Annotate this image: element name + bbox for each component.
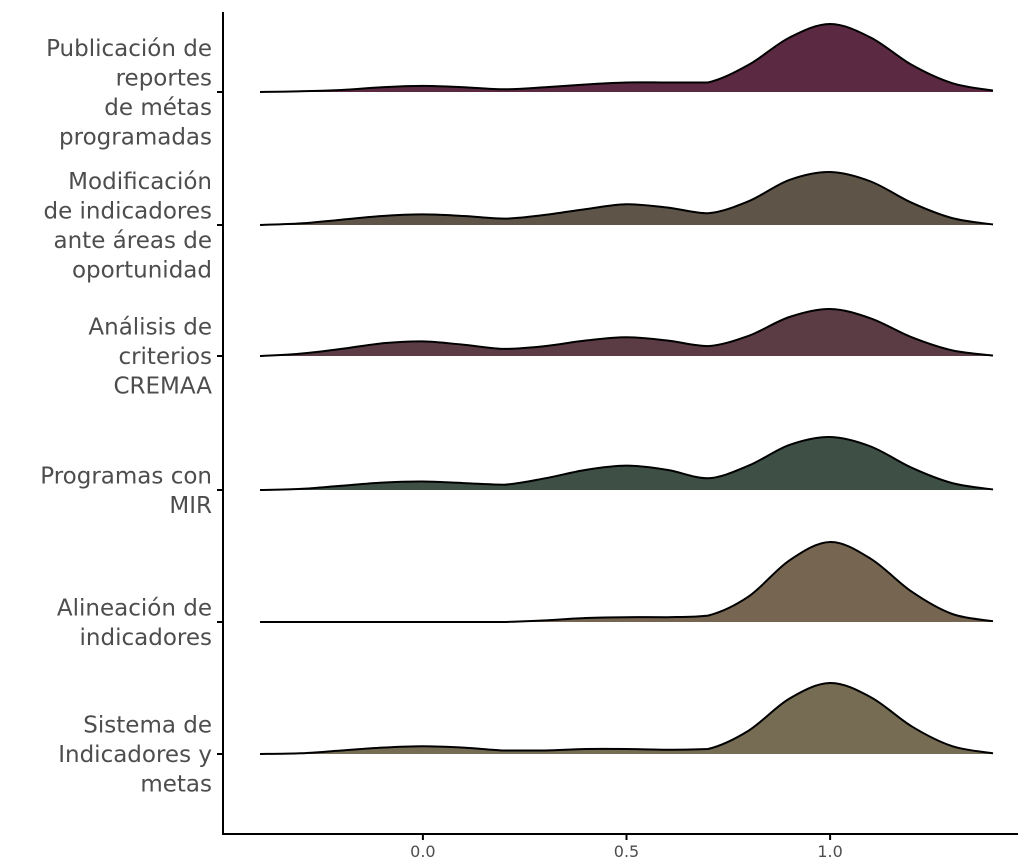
ridge-outline-1 [259,22,994,93]
x-tick-label-3: 1.0 [817,842,842,859]
x-axis-ticks: 0.0 0.5 1.0 [410,834,843,859]
ridge-area-6 [260,682,993,754]
ridges-layer [259,22,994,755]
ridge-area-5 [260,541,993,622]
category-label-line: criterios [118,344,212,370]
ridge-outline-4 [259,435,994,491]
category-label-line: Indicadores y [58,742,212,768]
category-label-line: reportes [116,65,212,91]
category-label-line: Publicación de [46,36,212,62]
category-label-line: programadas [59,124,212,150]
category-label-line: indicadores [80,625,212,651]
ridge-outline-6 [259,681,994,755]
category-label-line: Modificación [68,169,212,195]
category-label-line: metas [140,772,212,798]
category-label-line: de indicadores [43,198,212,224]
x-tick-label-1: 0.0 [410,842,435,859]
ridge-outline-3 [259,307,994,357]
category-label-line: Análisis de [88,315,212,341]
category-label-line: CREMAA [113,374,212,400]
category-label-line: de métas [104,95,212,121]
category-label-line: oportunidad [72,257,212,283]
ridge-area-1 [260,24,993,92]
category-label-line: Alineación de [57,595,212,621]
x-tick-label-2: 0.5 [614,842,639,859]
category-label-line: MIR [169,493,212,519]
ridge-outline-5 [260,540,994,623]
category-label-line: Sistema de [83,713,212,739]
ridge-outline-2 [259,170,994,226]
category-label-line: Programas con [40,463,212,489]
ridge-area-2 [260,171,993,225]
category-label-line: ante áreas de [54,228,212,254]
category-labels: Publicación de reportes de métas programada… [40,36,223,798]
ridge-area-4 [260,436,993,490]
ridge-area-3 [260,308,993,356]
